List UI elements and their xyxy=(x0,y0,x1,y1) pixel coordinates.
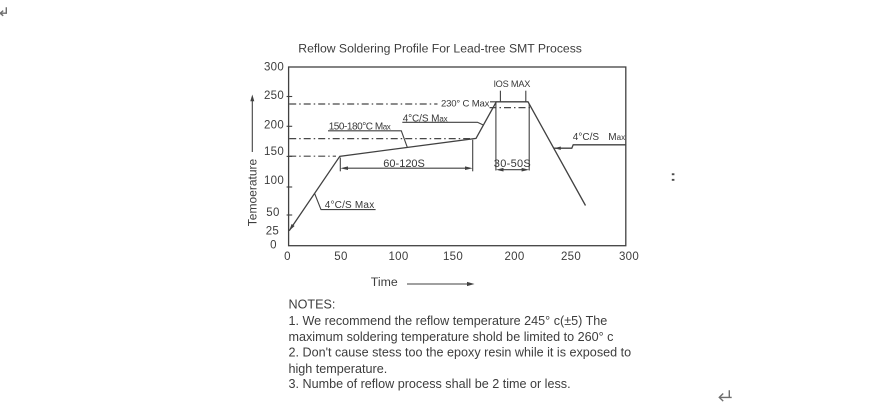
svg-text:NOTES:: NOTES: xyxy=(289,298,336,312)
svg-text:100: 100 xyxy=(388,251,408,263)
svg-text:250: 250 xyxy=(264,90,284,102)
svg-text:maximum soldering temperature: maximum soldering temperature shold be l… xyxy=(289,330,614,344)
svg-text:0: 0 xyxy=(270,240,277,252)
svg-text:150: 150 xyxy=(443,251,463,263)
svg-text:Max: Max xyxy=(608,132,625,143)
svg-text:150: 150 xyxy=(264,146,284,158)
svg-text:150-180°C Max: 150-180°C Max xyxy=(329,122,391,133)
svg-text:4°C/S: 4°C/S xyxy=(573,132,600,143)
svg-text:1. We recommend the reflow tem: 1. We recommend the reflow temperature 2… xyxy=(289,314,608,328)
svg-text:4°C/S Max: 4°C/S Max xyxy=(403,114,448,125)
svg-text:200: 200 xyxy=(264,119,284,131)
svg-text:2. Don't cause stess too the e: 2. Don't cause stess too the epoxy resin… xyxy=(289,346,632,360)
svg-text:3. Numbe of reflow process sha: 3. Numbe of reflow process shall be 2 ti… xyxy=(289,377,571,391)
svg-text:230° C Max: 230° C Max xyxy=(441,98,490,109)
svg-text:250: 250 xyxy=(561,251,581,263)
svg-text:25: 25 xyxy=(266,226,279,238)
svg-text:lOS MAX: lOS MAX xyxy=(494,79,530,89)
svg-text:50: 50 xyxy=(266,207,279,219)
svg-text:Reflow Soldering Profile For L: Reflow Soldering Profile For Lead-tree S… xyxy=(298,41,582,55)
svg-text:200: 200 xyxy=(504,251,524,263)
svg-text:4°C/S Max: 4°C/S Max xyxy=(325,200,375,211)
svg-text:Time: Time xyxy=(371,275,398,289)
svg-text:high temperature.: high temperature. xyxy=(289,362,388,376)
svg-text:Temoerature: Temoerature xyxy=(246,158,260,226)
svg-text:60-120S: 60-120S xyxy=(383,158,425,170)
svg-text:100: 100 xyxy=(264,175,284,187)
svg-text:30-50S: 30-50S xyxy=(494,158,531,170)
svg-text:300: 300 xyxy=(264,62,284,74)
svg-text:300: 300 xyxy=(619,251,639,263)
svg-text:50: 50 xyxy=(334,251,347,263)
svg-text:0: 0 xyxy=(284,251,291,263)
